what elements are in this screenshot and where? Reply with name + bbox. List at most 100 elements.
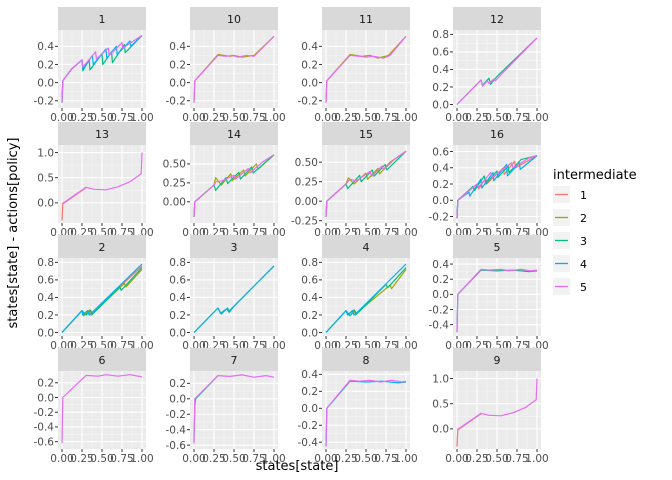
- series-line-4: [325, 263, 407, 333]
- strip-label: 5: [494, 241, 501, 254]
- panel-2: 20.00.20.40.60.80.000.250.500.751.00: [37, 235, 154, 352]
- y-tick-label: 0.0: [37, 198, 54, 210]
- legend-entry-3: 3: [553, 232, 587, 249]
- y-tick-label: 0.6: [432, 146, 449, 158]
- strip-background: [58, 348, 146, 371]
- legend-label: 1: [580, 189, 587, 202]
- series-line-4: [456, 155, 538, 219]
- legend-entry-1: 1: [553, 186, 587, 203]
- x-tick-label: 0.75: [110, 453, 133, 465]
- series-line-5: [325, 379, 407, 447]
- strip-background: [322, 235, 410, 258]
- panel-7: 7 -0.6 -0.4 -0.2 0.0 0.2 0.000.250.500.751.00: [166, 348, 286, 465]
- x-tick-label: 1.00: [130, 112, 153, 124]
- x-tick-label: 0.00: [182, 453, 205, 465]
- x-tick-label: 0.00: [50, 112, 73, 124]
- y-tick-label: 0.4: [432, 64, 449, 76]
- x-tick-label: 1.00: [262, 112, 285, 124]
- y-tick-label: 0.25: [295, 176, 318, 188]
- x-tick-label: 0.25: [202, 112, 225, 124]
- legend-entry-2: 2: [553, 209, 587, 226]
- strip-background: [453, 348, 541, 371]
- y-tick-label: 0.5: [37, 173, 54, 185]
- y-tick-label: 0.2: [169, 310, 186, 322]
- x-tick-label: 0.50: [222, 112, 245, 124]
- y-tick-label: 0.2: [37, 59, 54, 71]
- legend-label: 5: [580, 281, 587, 294]
- series-line-3: [61, 267, 143, 333]
- y-tick-label: 1.0: [432, 373, 449, 385]
- y-tick-label: 0.4: [301, 41, 318, 53]
- y-tick-label: 0.4: [432, 163, 449, 175]
- y-tick-label: 0.8: [37, 257, 54, 269]
- y-tick-label: 0.2: [37, 310, 54, 322]
- x-tick-label: 1.00: [394, 112, 417, 124]
- y-tick-label: 0.0: [301, 403, 318, 415]
- strip-label: 14: [227, 128, 241, 141]
- strip-background: [190, 7, 278, 30]
- y-tick-label: 0.4: [432, 259, 449, 271]
- y-tick-label: -0.2: [34, 407, 55, 419]
- y-tick-label: 0.4: [37, 292, 54, 304]
- strip-background: [190, 348, 278, 371]
- y-tick-label: -0.2: [34, 96, 55, 108]
- y-tick-label: 0.2: [301, 386, 318, 398]
- y-tick-label: 0.6: [169, 275, 186, 287]
- series-line-5: [193, 154, 275, 217]
- x-tick-label: 1.00: [262, 453, 285, 465]
- series-line-5: [61, 374, 143, 444]
- y-tick-label: -0.6: [166, 440, 187, 452]
- y-tick-label: 0.2: [432, 82, 449, 94]
- panel-9: 9 0.0 0.5 1.0 0.000.250.500.751.00: [432, 348, 549, 465]
- panel-3: 30.00.20.40.60.80.000.250.500.751.00: [169, 235, 286, 352]
- x-tick-label: 0.50: [354, 453, 377, 465]
- y-tick-label: -0.4: [166, 424, 187, 436]
- strip-label: 15: [359, 128, 373, 141]
- y-tick-label: 0.2: [301, 310, 318, 322]
- y-tick-label: 0.8: [432, 29, 449, 41]
- y-tick-label: 0.0: [301, 77, 318, 89]
- strip-label: 1: [99, 13, 106, 26]
- y-tick-label: 0.6: [37, 275, 54, 287]
- legend: intermediate 1 2 3 4 5: [553, 168, 637, 295]
- x-tick-label: 0.75: [374, 112, 397, 124]
- x-axis-title: states[state]: [256, 459, 339, 474]
- series-line-5: [456, 268, 538, 333]
- strip-label: 13: [95, 128, 109, 141]
- strip-label: 12: [490, 13, 504, 26]
- x-tick-label: 0.75: [505, 453, 528, 465]
- x-tick-label: 0.00: [445, 112, 468, 124]
- x-tick-label: 0.75: [110, 112, 133, 124]
- y-tick-label: 0.50: [295, 157, 318, 169]
- series-line-5: [193, 374, 275, 444]
- legend-label: 2: [580, 212, 587, 225]
- x-tick-label: 0.25: [465, 453, 488, 465]
- x-tick-label: 0.75: [242, 112, 265, 124]
- y-axis-title: states[state] - actions[policy]: [6, 138, 21, 329]
- x-tick-label: 1.00: [525, 453, 548, 465]
- y-tick-label: -0.2: [298, 96, 319, 108]
- strip-background: [322, 122, 410, 145]
- y-tick-label: 1.0: [37, 147, 54, 159]
- series-line-5: [61, 34, 143, 103]
- series-line-4: [193, 265, 275, 333]
- strip-label: 7: [231, 354, 238, 367]
- strip-label: 11: [359, 13, 373, 26]
- x-tick-label: 0.00: [314, 112, 337, 124]
- x-tick-label: 1.00: [394, 453, 417, 465]
- x-tick-label: 0.50: [485, 453, 508, 465]
- x-tick-label: 0.25: [334, 453, 357, 465]
- x-tick-label: 0.25: [70, 453, 93, 465]
- y-tick-label: 0.5: [432, 399, 449, 411]
- strip-label: 10: [227, 13, 241, 26]
- series-line-5: [193, 35, 275, 103]
- y-tick-label: 0.0: [37, 327, 54, 339]
- y-tick-label: -0.2: [166, 409, 187, 421]
- y-tick-label: 0.2: [432, 179, 449, 191]
- y-tick-label: 0.2: [169, 59, 186, 71]
- legend-entry-5: 5: [553, 278, 587, 295]
- y-tick-label: 0.2: [301, 59, 318, 71]
- strip-label: 2: [99, 241, 106, 254]
- y-tick-label: 0.0: [432, 424, 449, 436]
